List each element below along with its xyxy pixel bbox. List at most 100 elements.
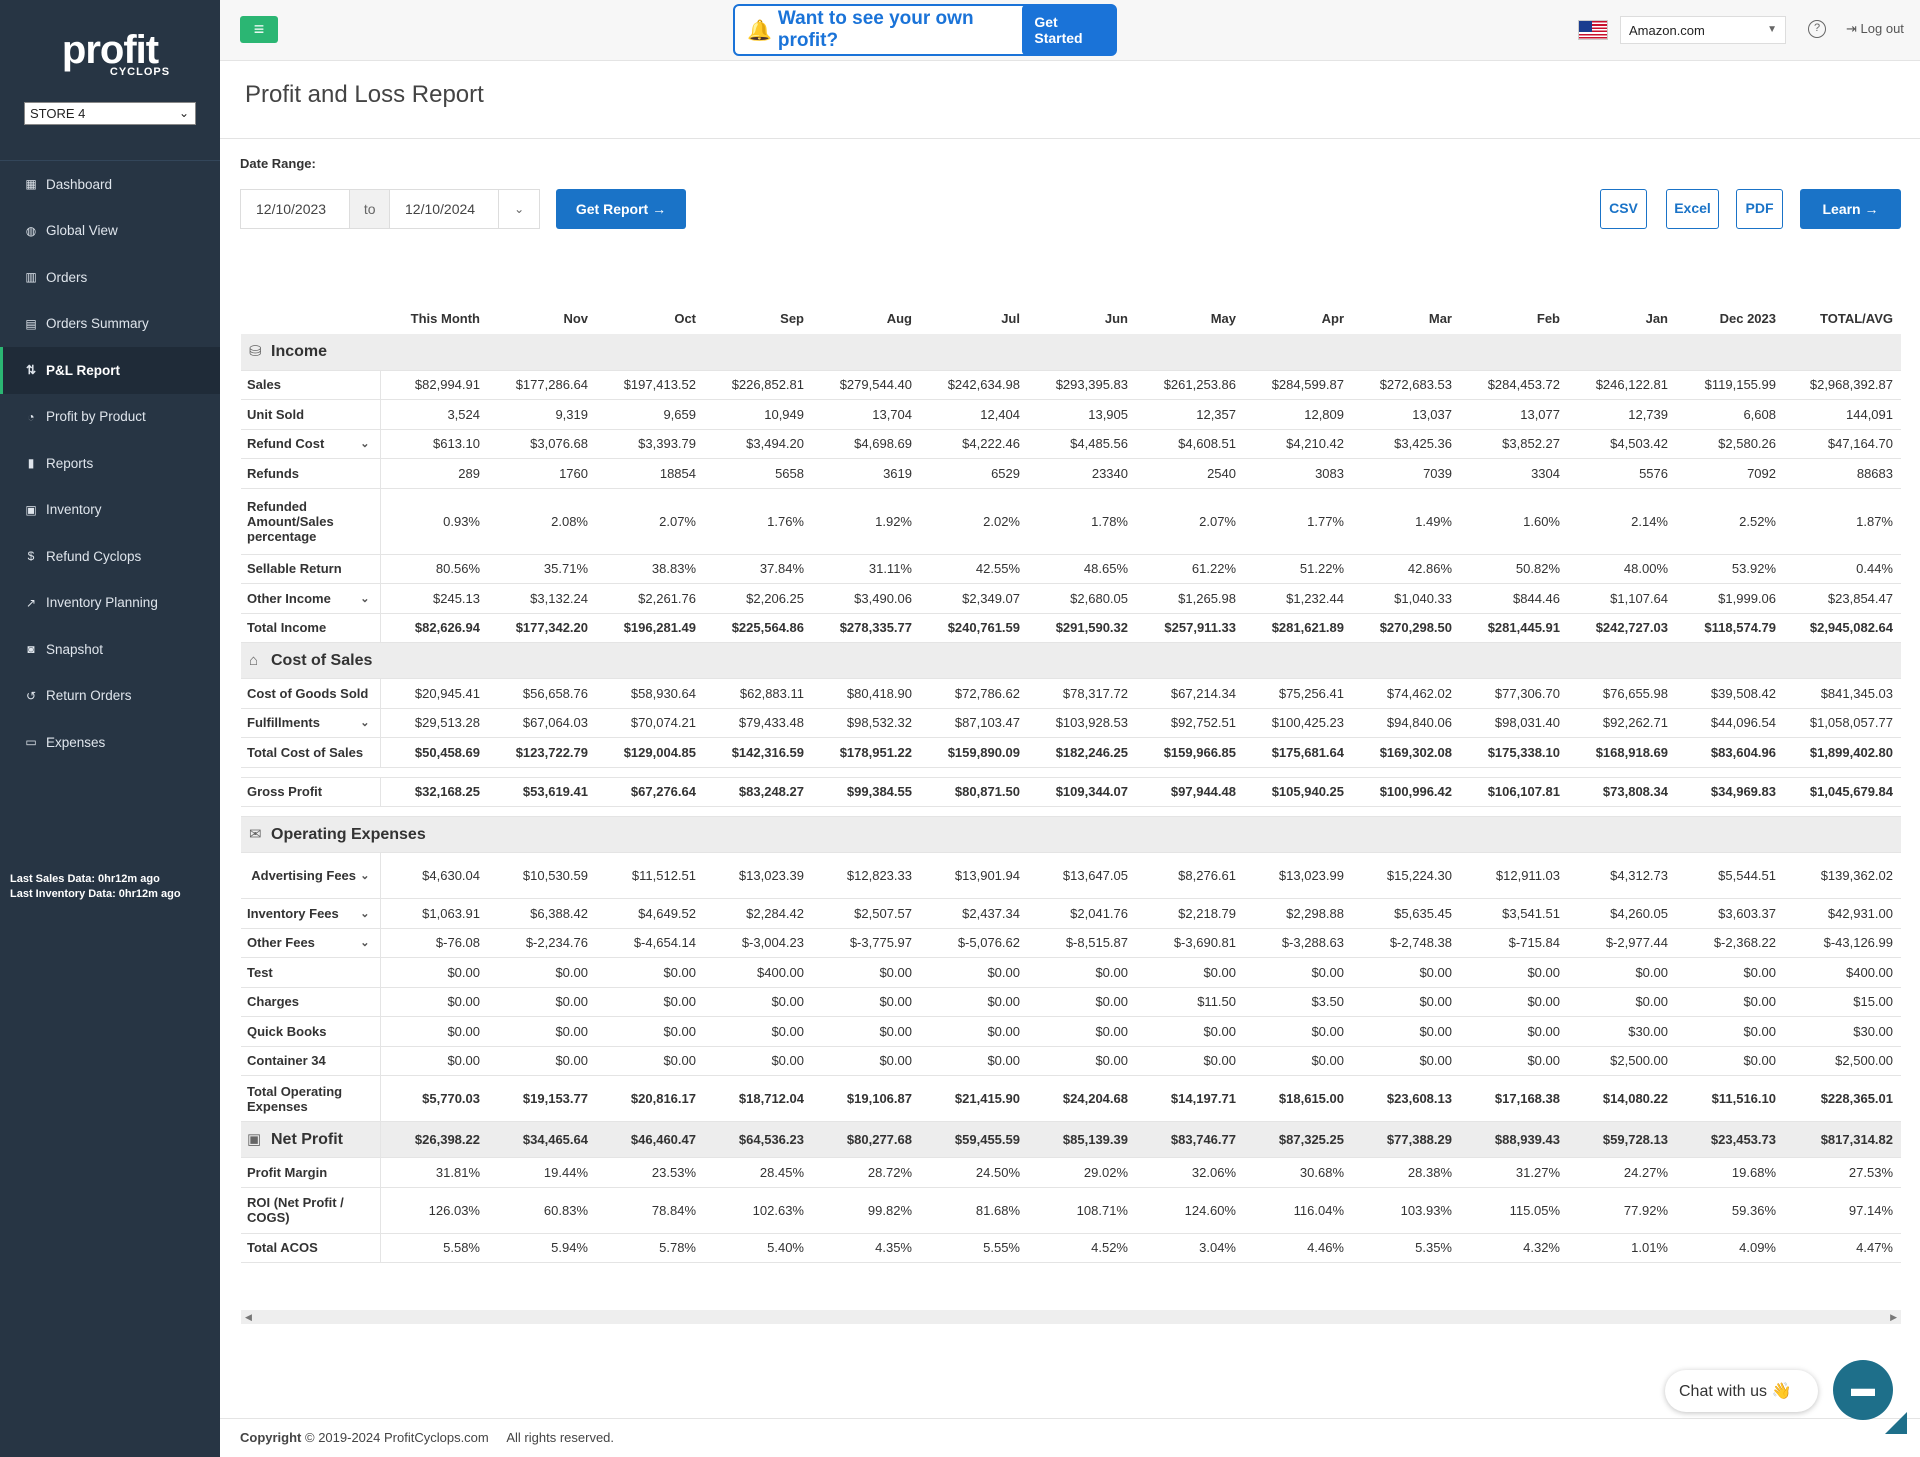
- row-label: Container 34: [247, 1053, 326, 1069]
- book-icon: ▮: [27, 456, 35, 471]
- hamburger-menu-button[interactable]: ≡: [240, 16, 278, 43]
- value-cell: 77.92%: [1568, 1187, 1676, 1234]
- briefcase-icon: ▣: [25, 502, 37, 517]
- table-row: Inventory Fees ⌄ $1,063.91 $6,388.42 $4,649.…: [241, 898, 1901, 929]
- value-cell: $4,260.05: [1568, 898, 1676, 929]
- horizontal-scrollbar[interactable]: ◀ ▶: [241, 1310, 1901, 1324]
- table-row: Total ACOS 5.58% 5.94% 5.78% 5.40% 4.35% 5.55%…: [241, 1233, 1901, 1263]
- value-cell: $177,286.64: [488, 370, 596, 400]
- value-cell: $11,512.51: [596, 852, 704, 899]
- value-cell: $-76.08: [380, 928, 488, 958]
- value-cell: $46,460.47: [596, 1121, 704, 1158]
- value-cell: $2,945,082.64: [1784, 613, 1901, 643]
- value-cell: $279,544.40: [812, 370, 920, 400]
- value-cell: $817,314.82: [1784, 1121, 1901, 1158]
- row-label-cell: Container 34: [241, 1046, 381, 1076]
- scroll-left-icon[interactable]: ◀: [245, 1312, 252, 1322]
- learn-button[interactable]: Learn →: [1800, 189, 1901, 229]
- sidebar-item-orders[interactable]: ▥ Orders: [0, 254, 220, 301]
- sidebar-item-label: Global View: [46, 223, 118, 239]
- promo-banner[interactable]: 🔔 Want to see your own profit? Get Start…: [733, 4, 1117, 56]
- chevron-down-icon[interactable]: ⌄: [360, 717, 370, 730]
- pdf-button[interactable]: PDF: [1736, 189, 1783, 229]
- row-label-cell[interactable]: Other Income ⌄: [241, 583, 381, 614]
- sidebar-item-label: Orders: [46, 269, 88, 285]
- value-cell: 29.02%: [1028, 1157, 1136, 1188]
- sidebar-item-global-view[interactable]: ◍ Global View: [0, 208, 220, 255]
- sidebar-item-label: Reports: [46, 455, 94, 471]
- date-from-input[interactable]: 12/10/2023: [256, 201, 327, 217]
- excel-button[interactable]: Excel: [1666, 189, 1719, 229]
- csv-button[interactable]: CSV: [1600, 189, 1647, 229]
- logout-link[interactable]: ⇥ Log out: [1846, 21, 1904, 37]
- sidebar-item-refund-cyclops[interactable]: $ Refund Cyclops: [0, 533, 220, 580]
- row-label-cell[interactable]: Fulfillments ⌄: [241, 708, 381, 738]
- value-cell: $0.00: [704, 1016, 812, 1047]
- sidebar-item-label: Return Orders: [46, 688, 132, 704]
- value-cell: $197,413.52: [596, 370, 704, 400]
- get-started-button[interactable]: Get Started: [1022, 5, 1115, 55]
- value-cell: $270,298.50: [1352, 613, 1460, 643]
- row-label-cell[interactable]: Other Fees ⌄: [241, 928, 381, 958]
- sidebar-item-return-orders[interactable]: ↺ Return Orders: [0, 673, 220, 720]
- chevron-down-icon[interactable]: ⌄: [360, 438, 370, 451]
- chevron-down-icon[interactable]: ⌄: [360, 937, 370, 950]
- value-cell: $1,265.98: [1136, 583, 1244, 614]
- sidebar-item-orders-summary[interactable]: ▤ Orders Summary: [0, 301, 220, 348]
- money-icon: ▭: [25, 735, 37, 750]
- value-cell: $0.00: [1568, 957, 1676, 988]
- value-cell: $844.46: [1460, 583, 1568, 614]
- table-row: Gross Profit $32,168.25 $53,619.41 $67,276.…: [241, 777, 1901, 807]
- value-cell: $76,655.98: [1568, 678, 1676, 709]
- sidebar-item-profit-by-product[interactable]: ◔ Profit by Product: [0, 394, 220, 441]
- sidebar-item-inventory-planning[interactable]: ↗ Inventory Planning: [0, 580, 220, 627]
- value-cell: $1,040.33: [1352, 583, 1460, 614]
- sidebar-item-inventory[interactable]: ▣ Inventory: [0, 487, 220, 534]
- chevron-down-icon[interactable]: ⌄: [360, 907, 370, 920]
- date-range-label: Date Range:: [240, 156, 316, 171]
- value-cell: $0.00: [596, 987, 704, 1017]
- value-cell: $19,106.87: [812, 1075, 920, 1122]
- value-cell: $-2,748.38: [1352, 928, 1460, 958]
- value-cell: $129,004.85: [596, 737, 704, 768]
- row-label-wrap: Unit Sold: [247, 407, 372, 422]
- value-cell: $13,023.99: [1244, 852, 1352, 899]
- chevron-down-icon[interactable]: ⌄: [498, 190, 539, 228]
- value-cell: $284,599.87: [1244, 370, 1352, 400]
- sidebar-item-expenses[interactable]: ▭ Expenses: [0, 719, 220, 766]
- net-profit-title: ▣ Net Profit: [247, 1130, 343, 1149]
- value-cell: $97,944.48: [1136, 777, 1244, 807]
- chat-with-us-label[interactable]: Chat with us 👋: [1665, 1370, 1818, 1412]
- row-label-cell[interactable]: Advertising Fees ⌄: [241, 852, 381, 899]
- store-select[interactable]: STORE 4 ⌄: [24, 102, 196, 125]
- value-cell: 5.78%: [596, 1233, 704, 1263]
- page-header: Profit and Loss Report: [220, 61, 1920, 139]
- sidebar-item-label: Dashboard: [46, 176, 113, 192]
- value-cell: 4.52%: [1028, 1233, 1136, 1263]
- date-range-picker[interactable]: 12/10/2023 to 12/10/2024 ⌄: [240, 189, 540, 229]
- bell-icon: 🔔: [747, 19, 772, 42]
- date-to-input[interactable]: 12/10/2024: [405, 201, 476, 217]
- sidebar-item-reports[interactable]: ▮ Reports: [0, 440, 220, 487]
- table-row: Other Fees ⌄ $-76.08 $-2,234.76 $-4,654.14 $-…: [241, 928, 1901, 958]
- row-label-cell[interactable]: Refund Cost ⌄: [241, 429, 381, 459]
- table-row: Refunds 289 1760 18854 5658 3619 6529 23340 2540…: [241, 458, 1901, 489]
- chevron-down-icon[interactable]: ⌄: [360, 870, 370, 882]
- value-cell: $0.00: [1676, 1046, 1784, 1076]
- help-icon[interactable]: ?: [1808, 20, 1826, 38]
- value-cell: 6529: [920, 458, 1028, 489]
- get-report-button[interactable]: Get Report →: [556, 189, 686, 229]
- undo-icon: ↺: [25, 688, 37, 703]
- row-label-cell[interactable]: Inventory Fees ⌄: [241, 898, 381, 929]
- sidebar-item-dashboard[interactable]: ▦ Dashboard: [0, 161, 220, 208]
- sidebar-item-snapshot[interactable]: ◙ Snapshot: [0, 626, 220, 673]
- value-cell: $0.00: [1676, 1016, 1784, 1047]
- column-header: Mar: [1428, 310, 1452, 326]
- chat-button[interactable]: ▬: [1833, 1360, 1893, 1420]
- logo[interactable]: profit CYCLOPS: [0, 30, 220, 78]
- sidebar-item-p-l-report[interactable]: ⇅ P&L Report: [0, 347, 220, 394]
- value-cell: $159,966.85: [1136, 737, 1244, 768]
- scroll-right-icon[interactable]: ▶: [1890, 1312, 1897, 1322]
- chevron-down-icon[interactable]: ⌄: [360, 592, 370, 605]
- marketplace-select[interactable]: Amazon.com ▼: [1620, 16, 1786, 44]
